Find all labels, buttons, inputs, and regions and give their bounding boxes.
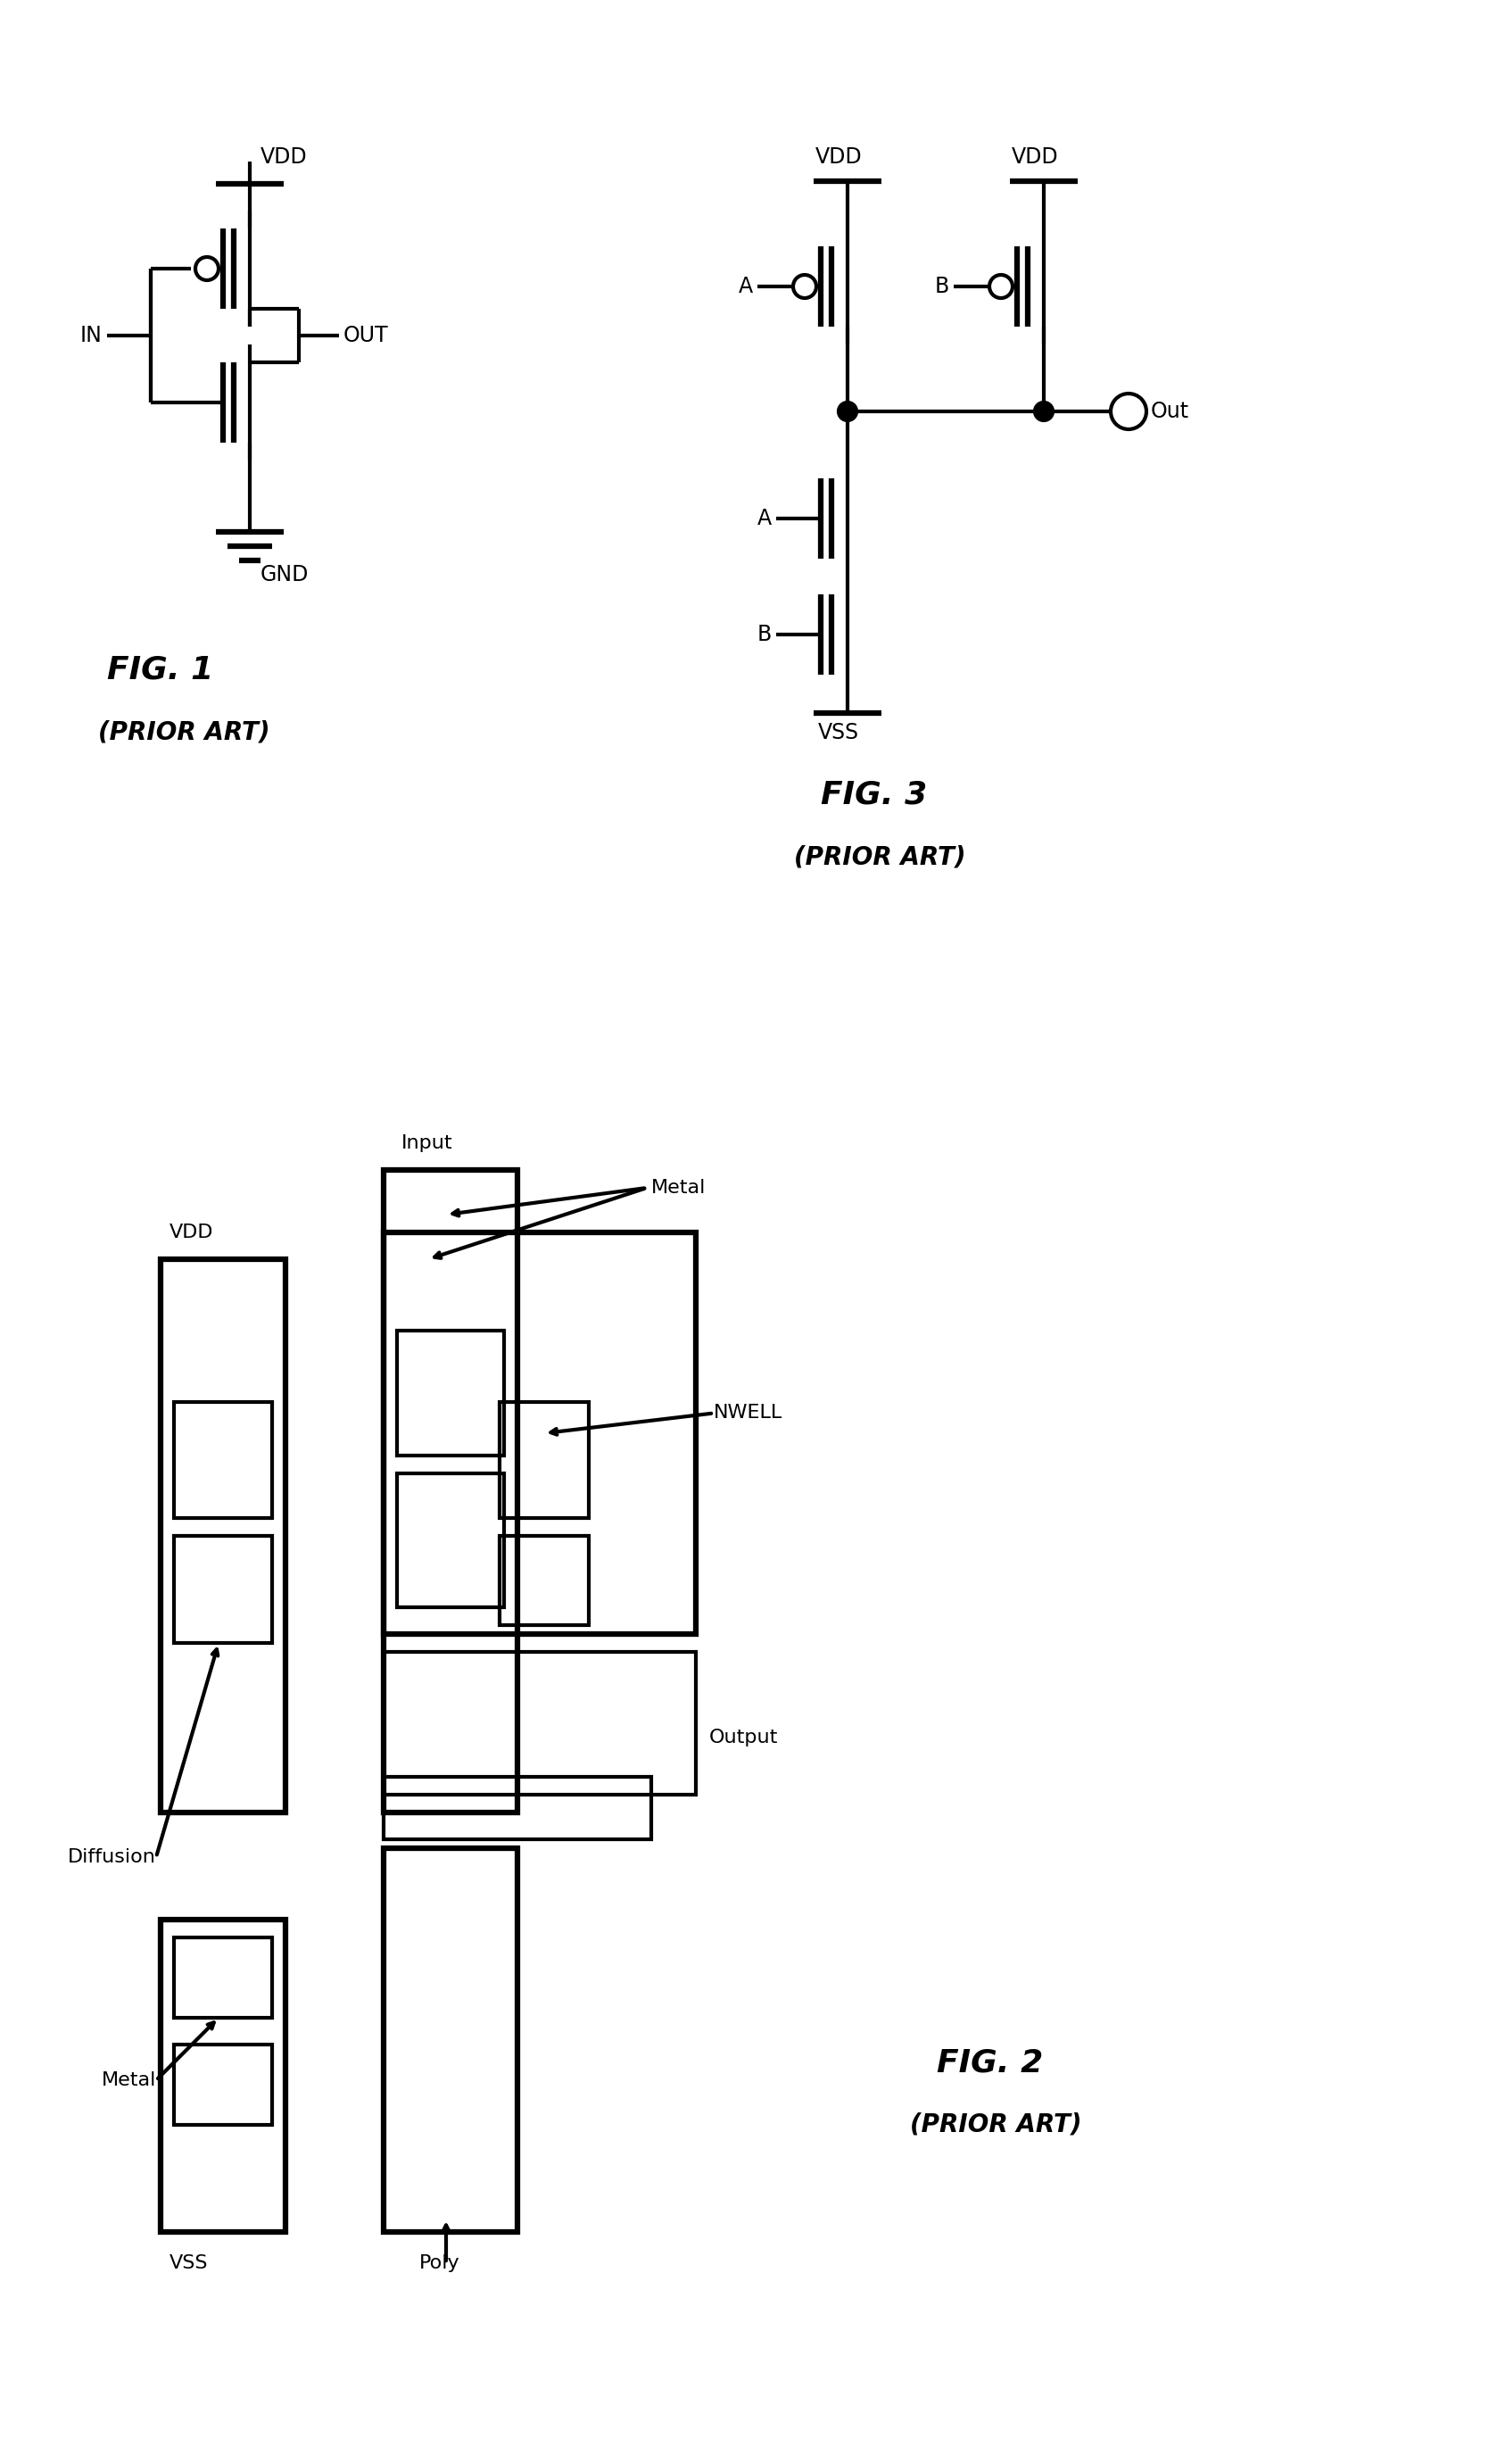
Bar xyxy=(383,1651,696,1794)
Text: VSS: VSS xyxy=(817,722,859,744)
Bar xyxy=(500,1535,588,1626)
Circle shape xyxy=(990,276,1012,298)
Text: FIG. 2: FIG. 2 xyxy=(937,2048,1043,2077)
Text: A: A xyxy=(757,508,771,530)
Bar xyxy=(174,1402,272,1518)
Text: FIG. 3: FIG. 3 xyxy=(820,781,927,811)
Text: (PRIOR ART): (PRIOR ART) xyxy=(793,845,966,870)
Text: Metal: Metal xyxy=(651,1178,707,1198)
Text: B: B xyxy=(757,623,771,646)
Bar xyxy=(160,1259,286,1814)
Text: Diffusion: Diffusion xyxy=(67,1848,156,1865)
Text: NWELL: NWELL xyxy=(714,1404,783,1422)
Bar xyxy=(397,1473,504,1607)
Text: VDD: VDD xyxy=(1012,145,1058,168)
Text: GND: GND xyxy=(260,564,308,586)
Bar xyxy=(500,1402,588,1518)
Text: VDD: VDD xyxy=(260,145,307,168)
Circle shape xyxy=(1034,402,1052,421)
Bar xyxy=(174,2045,272,2124)
Bar xyxy=(397,1331,504,1456)
Text: (PRIOR ART): (PRIOR ART) xyxy=(99,719,269,744)
Bar xyxy=(174,1535,272,1643)
Bar xyxy=(383,1848,518,2232)
Text: OUT: OUT xyxy=(343,325,389,347)
Text: FIG. 1: FIG. 1 xyxy=(108,655,214,685)
Circle shape xyxy=(838,402,856,421)
Text: Out: Out xyxy=(1151,402,1189,421)
Circle shape xyxy=(793,276,816,298)
Bar xyxy=(383,1232,696,1634)
Text: VDD: VDD xyxy=(816,145,862,168)
Bar xyxy=(383,1170,518,1814)
Text: VDD: VDD xyxy=(169,1225,214,1242)
Circle shape xyxy=(1111,394,1147,429)
Bar xyxy=(383,1777,651,1838)
Text: Input: Input xyxy=(401,1133,454,1153)
Text: A: A xyxy=(738,276,753,298)
Circle shape xyxy=(196,256,219,281)
Text: VSS: VSS xyxy=(169,2255,208,2272)
Bar xyxy=(174,1937,272,2018)
Text: (PRIOR ART): (PRIOR ART) xyxy=(910,2112,1082,2136)
Text: Output: Output xyxy=(710,1730,778,1747)
Text: B: B xyxy=(934,276,949,298)
Text: IN: IN xyxy=(81,325,103,347)
Text: Metal: Metal xyxy=(102,2072,156,2089)
Text: Poly: Poly xyxy=(419,2255,460,2272)
Bar xyxy=(160,1919,286,2232)
